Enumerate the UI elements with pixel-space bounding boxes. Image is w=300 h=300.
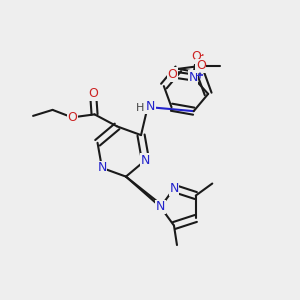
Text: O: O <box>191 50 201 63</box>
Text: O: O <box>196 59 206 72</box>
Text: N: N <box>156 200 165 214</box>
Text: N: N <box>146 100 155 113</box>
Text: O: O <box>88 87 98 100</box>
Text: -: - <box>200 50 204 60</box>
Text: O: O <box>88 87 98 100</box>
Text: O: O <box>191 50 201 63</box>
Text: -: - <box>200 49 204 59</box>
Text: N: N <box>156 200 165 214</box>
Text: N: N <box>169 182 179 195</box>
Text: N: N <box>188 71 198 84</box>
Text: O: O <box>196 59 206 72</box>
Text: +: + <box>195 70 203 80</box>
Text: O: O <box>67 111 77 124</box>
Text: N: N <box>97 161 107 174</box>
Text: H: H <box>135 103 144 113</box>
Text: N: N <box>169 182 179 195</box>
Text: N: N <box>145 101 155 114</box>
Text: N: N <box>97 161 107 174</box>
Text: O: O <box>167 68 177 81</box>
Text: O: O <box>67 111 77 124</box>
Text: N: N <box>141 154 150 167</box>
Text: N: N <box>188 71 198 84</box>
Text: H: H <box>136 103 144 113</box>
Text: O: O <box>167 68 177 81</box>
Text: N: N <box>141 154 150 167</box>
Text: +: + <box>195 71 203 81</box>
